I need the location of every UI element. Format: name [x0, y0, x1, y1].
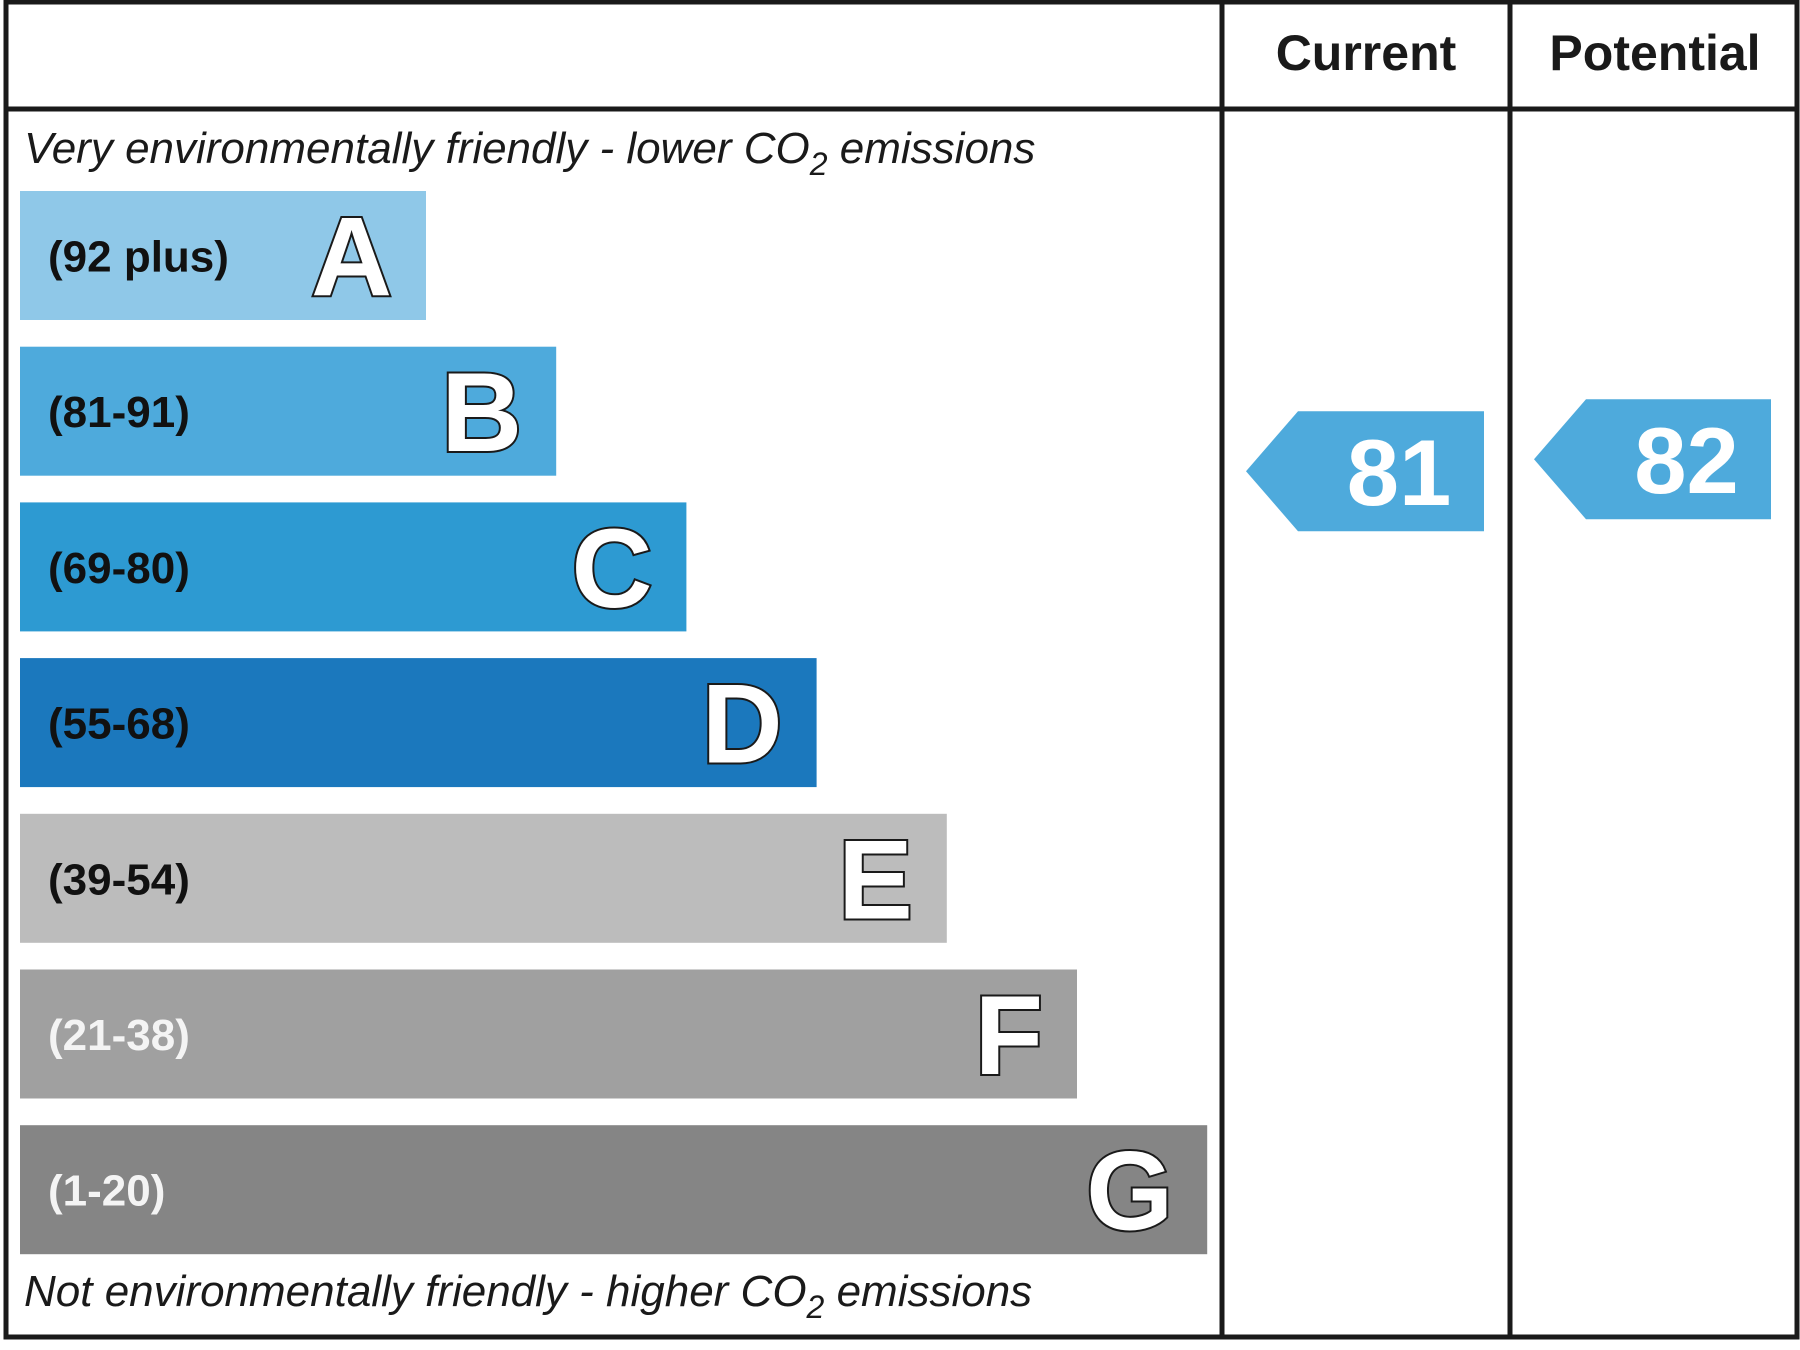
band-a-bar — [20, 191, 426, 320]
band-g-bar — [20, 1125, 1208, 1255]
frame-border — [3, 0, 1800, 1340]
band-e-bar — [20, 813, 947, 943]
band-c-bar — [20, 502, 687, 632]
band-c-letter: C — [572, 506, 653, 631]
bottom-note-suffix: emissions — [824, 1267, 1032, 1316]
band-f-range-label: (21-38) — [48, 1011, 190, 1060]
current-arrow — [1246, 411, 1484, 532]
band-f: (21-38) F — [20, 969, 1077, 1100]
band-b: (81-91) B — [20, 346, 557, 477]
band-b-bar — [20, 346, 557, 476]
band-g-letter: G — [1086, 1129, 1173, 1254]
top-note-subscript: 2 — [809, 146, 828, 182]
band-f-bar — [20, 969, 1077, 1099]
band-e-range-label: (39-54) — [48, 855, 190, 904]
band-e-letter: E — [838, 817, 913, 942]
top-note-prefix: Very environmentally friendly - lower CO — [24, 124, 810, 173]
top-note-suffix: emissions — [828, 124, 1036, 173]
band-a-range-label: (92 plus) — [48, 233, 229, 282]
band-b-letter: B — [441, 350, 522, 475]
band-g: (1-20) G — [20, 1125, 1208, 1256]
band-d-range-label: (55-68) — [48, 700, 190, 749]
band-d-letter: D — [702, 662, 783, 787]
potential-rating-marker: 82 — [1534, 399, 1771, 520]
band-f-letter: F — [975, 973, 1043, 1098]
current-column-header: Current — [1276, 25, 1457, 81]
band-a: (92 plus) A — [20, 191, 426, 322]
potential-arrow — [1534, 399, 1771, 520]
bottom-note-subscript: 2 — [806, 1289, 825, 1325]
band-b-range-label: (81-91) — [48, 388, 190, 437]
band-d: (55-68) D — [20, 658, 817, 789]
top-note: Very environmentally friendly - lower CO… — [24, 124, 1035, 182]
band-d-bar — [20, 658, 817, 788]
potential-column-header: Potential — [1549, 25, 1760, 81]
current-value: 81 — [1347, 420, 1452, 525]
rating-bands: (92 plus) A (81-91) B (69-80) C (55-68) D (39-54… — [20, 191, 1208, 1256]
band-g-range-label: (1-20) — [48, 1167, 165, 1216]
band-a-letter: A — [311, 195, 392, 320]
bottom-note: Not environmentally friendly - higher CO… — [24, 1267, 1032, 1325]
chart-frame — [3, 0, 1800, 1340]
band-c-range-label: (69-80) — [48, 544, 190, 593]
bottom-note-prefix: Not environmentally friendly - higher CO — [24, 1267, 807, 1316]
band-c: (69-80) C — [20, 502, 687, 633]
potential-value: 82 — [1634, 408, 1739, 513]
current-rating-marker: 81 — [1246, 411, 1484, 532]
band-e: (39-54) E — [20, 813, 947, 944]
